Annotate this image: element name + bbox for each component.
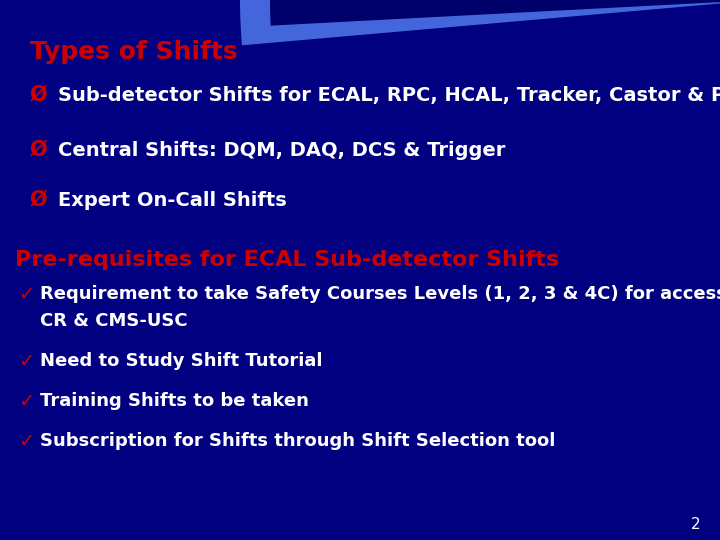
Text: Ø: Ø bbox=[30, 140, 48, 160]
Text: Requirement to take Safety Courses Levels (1, 2, 3 & 4C) for access to CMS-: Requirement to take Safety Courses Level… bbox=[40, 285, 720, 303]
Text: Types of Shifts: Types of Shifts bbox=[30, 40, 238, 64]
Text: ✓: ✓ bbox=[18, 432, 35, 451]
Text: Ø: Ø bbox=[30, 190, 48, 210]
Text: Pre-requisites for ECAL Sub-detector Shifts: Pre-requisites for ECAL Sub-detector Shi… bbox=[15, 250, 559, 270]
Text: ✓: ✓ bbox=[18, 352, 35, 371]
Text: ✓: ✓ bbox=[18, 392, 35, 411]
Text: 2: 2 bbox=[690, 517, 700, 532]
Text: Training Shifts to be taken: Training Shifts to be taken bbox=[40, 392, 309, 410]
Text: Central Shifts: DQM, DAQ, DCS & Trigger: Central Shifts: DQM, DAQ, DCS & Trigger bbox=[58, 140, 505, 159]
Text: ✓: ✓ bbox=[18, 285, 35, 304]
Text: Subscription for Shifts through Shift Selection tool: Subscription for Shifts through Shift Se… bbox=[40, 432, 555, 450]
Text: Expert On-Call Shifts: Expert On-Call Shifts bbox=[58, 191, 287, 210]
Text: Ø: Ø bbox=[30, 85, 48, 105]
Text: Need to Study Shift Tutorial: Need to Study Shift Tutorial bbox=[40, 352, 323, 370]
Text: Sub-detector Shifts for ECAL, RPC, HCAL, Tracker, Castor & Pixels: Sub-detector Shifts for ECAL, RPC, HCAL,… bbox=[58, 85, 720, 105]
Wedge shape bbox=[240, 0, 720, 45]
Text: CR & CMS-USC: CR & CMS-USC bbox=[40, 312, 188, 330]
Wedge shape bbox=[270, 0, 720, 25]
